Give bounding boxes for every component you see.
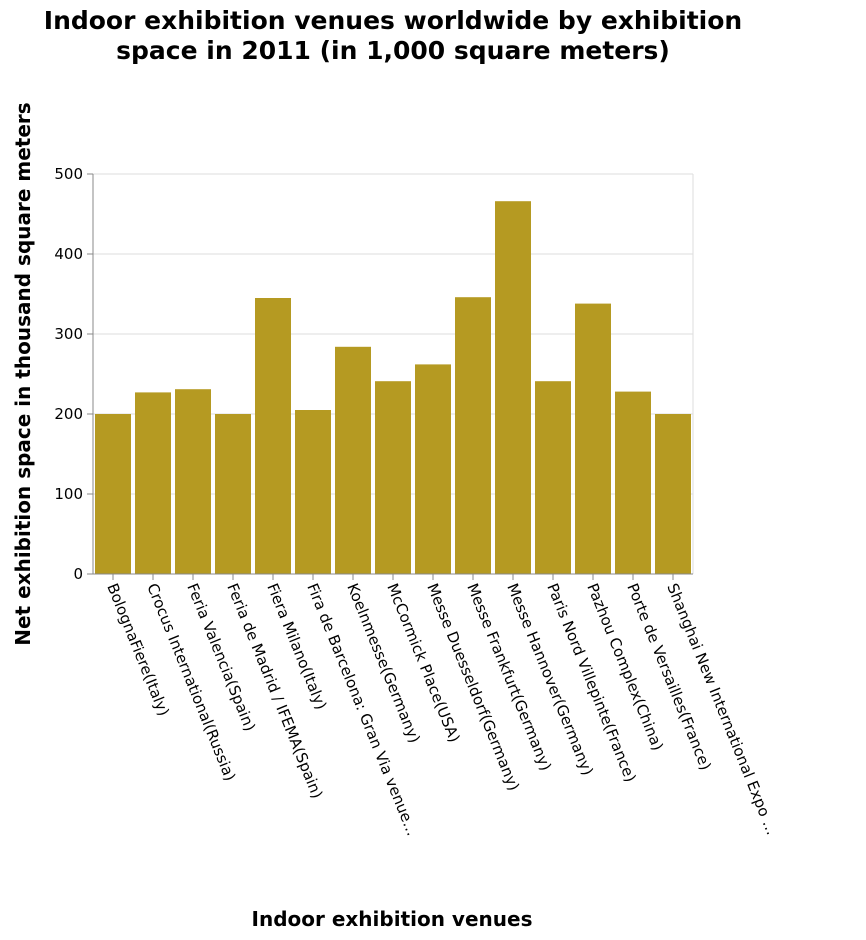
bars — [95, 201, 691, 574]
bar — [335, 346, 371, 574]
y-tick-label: 0 — [73, 565, 83, 583]
bar — [295, 410, 331, 574]
y-axis-title: Net exhibition space in thousand square … — [11, 102, 35, 645]
chart-title-line-2: space in 2011 (in 1,000 square meters) — [116, 36, 670, 65]
bar — [655, 414, 691, 574]
bar — [175, 389, 211, 574]
x-axis-title: Indoor exhibition venues — [252, 907, 533, 931]
chart-title-line-1: Indoor exhibition venues worldwide by ex… — [43, 6, 743, 35]
bar — [415, 364, 451, 574]
axes — [87, 173, 693, 580]
bar — [455, 297, 491, 574]
y-tick-label: 300 — [54, 325, 83, 343]
bar — [135, 392, 171, 574]
bar — [575, 303, 611, 574]
y-tick-label: 500 — [54, 165, 83, 183]
bar — [495, 201, 531, 574]
bar — [215, 414, 251, 574]
x-tick-label: Koelnmesse(Germany) — [343, 581, 424, 746]
bar — [95, 414, 131, 574]
y-tick-label: 200 — [54, 405, 83, 423]
y-tick-label: 100 — [54, 485, 83, 503]
y-tick-labels: 0 100 200 300 400 500 — [54, 165, 83, 583]
bar — [535, 381, 571, 574]
bar — [375, 381, 411, 574]
bar — [615, 391, 651, 574]
x-tick-label: McCormick Place(USA) — [383, 581, 463, 745]
chart-title: Indoor exhibition venues worldwide by ex… — [0, 6, 786, 66]
x-tick-labels: BolognaFiere(Italy)Crocus International(… — [103, 581, 781, 839]
y-tick-label: 400 — [54, 245, 83, 263]
bar — [255, 298, 291, 574]
